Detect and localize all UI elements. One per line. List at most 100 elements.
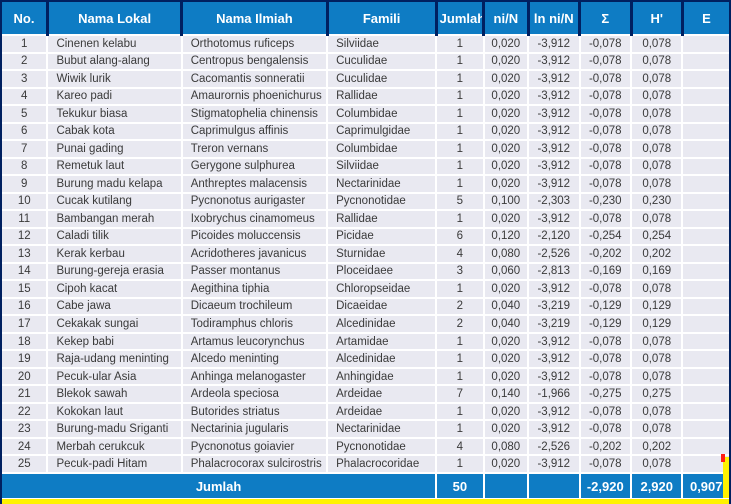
cell: 1: [436, 367, 485, 387]
cell: Artamus leucorynchus: [181, 332, 329, 352]
cell: -3,912: [528, 332, 581, 352]
cell: 0,020: [483, 70, 530, 89]
cell: 15: [2, 280, 49, 299]
cell: -3,219: [528, 315, 581, 334]
cell: -0,078: [579, 350, 633, 369]
cell: 5: [436, 192, 485, 212]
cell: Rallidae: [327, 210, 438, 229]
cell: 1: [436, 420, 485, 439]
cell: 11: [2, 210, 49, 229]
cell: 25: [2, 455, 49, 474]
cell: -3,912: [528, 157, 581, 177]
cell: Kareo padi: [47, 87, 183, 107]
cell: Remetuk laut: [47, 157, 183, 177]
cell: Butorides striatus: [181, 402, 329, 422]
total-label: Jumlah: [2, 472, 438, 499]
cell: Ixobrychus cinamomeus: [181, 210, 329, 229]
cell: 6: [2, 122, 49, 142]
cell: Columbidae: [327, 140, 438, 159]
cell: Kokokan laut: [47, 402, 183, 422]
cell: Cuculidae: [327, 52, 438, 72]
cell: 12: [2, 227, 49, 247]
table-row: 10 Cucak kutilang Pycnonotus aurigaster Pyc…: [2, 192, 729, 212]
cell: 2: [2, 52, 49, 72]
cell: 4: [436, 245, 485, 264]
cell: [682, 297, 729, 317]
cell: Pecuk-padi Hitam: [47, 455, 183, 474]
cell: Cabak kota: [47, 122, 183, 142]
cell: Chloropseidae: [327, 280, 438, 299]
cell: 1: [436, 157, 485, 177]
cell: 2: [436, 315, 485, 334]
cell: 24: [2, 437, 49, 457]
cell: -0,078: [579, 140, 633, 159]
table-row: 23 Burung-madu Sriganti Nectarinia jugular…: [2, 420, 729, 439]
total-row: Jumlah 50 -2,920 2,920 0,907: [2, 472, 729, 499]
cell: Silviidae: [327, 35, 438, 54]
cell: 0,020: [483, 367, 530, 387]
cell: 0,020: [483, 87, 530, 107]
cell: [682, 402, 729, 422]
cell: [682, 350, 729, 369]
cell: Alcedinidae: [327, 315, 438, 334]
cell: Nectarinia jugularis: [181, 420, 329, 439]
cell: Pycnonotidae: [327, 192, 438, 212]
cell: Pycnonotus aurigaster: [181, 192, 329, 212]
cell: Burung-madu Sriganti: [47, 420, 183, 439]
cell: -0,078: [579, 87, 633, 107]
cell: 0,275: [631, 385, 684, 404]
cell: 0,100: [483, 192, 530, 212]
cell: 10: [2, 192, 49, 212]
cell: -3,912: [528, 280, 581, 299]
cell: 1: [436, 350, 485, 369]
cell: 6: [436, 227, 485, 247]
cell: -0,129: [579, 297, 633, 317]
cell: 0,080: [483, 437, 530, 457]
cell: 1: [2, 35, 49, 54]
cell: Tekukur biasa: [47, 105, 183, 124]
cell: 1: [436, 87, 485, 107]
cell: [682, 227, 729, 247]
cell: 1: [436, 402, 485, 422]
cell: 0,020: [483, 350, 530, 369]
cell: 0,020: [483, 52, 530, 72]
cell: Pecuk-ular Asia: [47, 367, 183, 387]
cell: -0,078: [579, 35, 633, 54]
total-sigma: -2,920: [579, 472, 633, 499]
cell: 1: [436, 332, 485, 352]
cell: 20: [2, 367, 49, 387]
cell: [682, 105, 729, 124]
total-jumlah: 50: [436, 472, 485, 499]
yellow-highlight-right: [723, 457, 729, 504]
cell: 0,078: [631, 367, 684, 387]
table-row: 21 Blekok sawah Ardeola speciosa Ardeidae 7 0…: [2, 385, 729, 404]
cell: [682, 315, 729, 334]
cell: Blekok sawah: [47, 385, 183, 404]
cell: 18: [2, 332, 49, 352]
cell: -0,078: [579, 105, 633, 124]
cell: 1: [436, 122, 485, 142]
cell: 17: [2, 315, 49, 334]
cell: 22: [2, 402, 49, 422]
cell: -0,078: [579, 157, 633, 177]
cell: -3,912: [528, 140, 581, 159]
cell: 1: [436, 52, 485, 72]
cell: 7: [2, 140, 49, 159]
cell: 0,129: [631, 315, 684, 334]
total-ni-n: [483, 472, 530, 499]
cell: [682, 262, 729, 282]
table-row: 25 Pecuk-padi Hitam Phalacrocorax sulciros…: [2, 455, 729, 474]
table-row: 13 Kerak kerbau Acridotheres javanicus Stur…: [2, 245, 729, 264]
cell: 0,020: [483, 122, 530, 142]
cell: Merbah cerukcuk: [47, 437, 183, 457]
cell: 1: [436, 70, 485, 89]
cell: Passer montanus: [181, 262, 329, 282]
cell: -0,169: [579, 262, 633, 282]
table-row: 18 Kekep babi Artamus leucorynchus Artamida…: [2, 332, 729, 352]
cell: 0,040: [483, 297, 530, 317]
cell: Phalacrocorax sulcirostris: [181, 455, 329, 474]
cell: 0,078: [631, 280, 684, 299]
total-ln-ni-n: [528, 472, 581, 499]
